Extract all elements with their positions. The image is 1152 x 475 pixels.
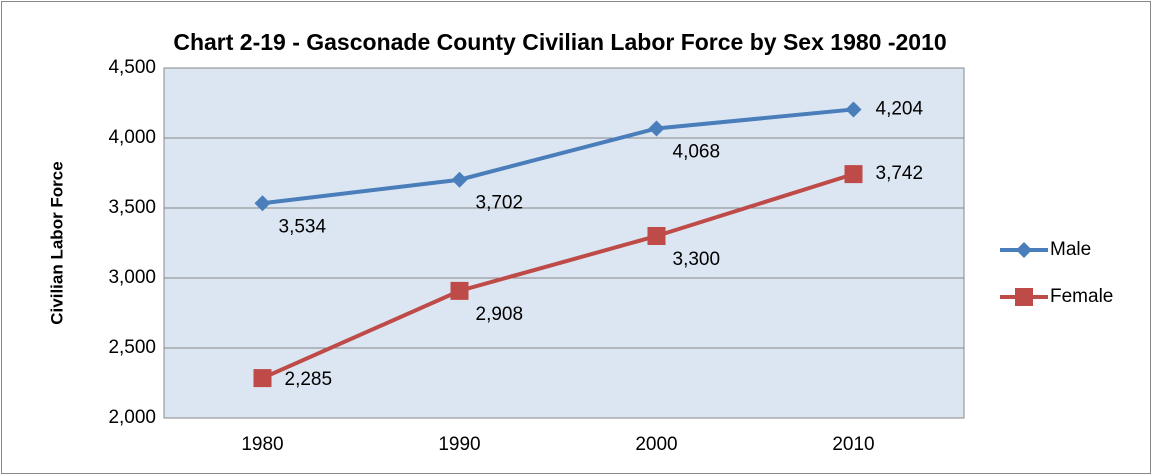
marker — [450, 281, 469, 300]
y-tick-label: 3,000 — [108, 267, 156, 288]
line — [262, 107, 854, 206]
legend-label: Female — [1050, 286, 1113, 307]
marker — [451, 171, 468, 188]
data-label: 3,534 — [279, 216, 327, 237]
y-tick-label: 4,500 — [108, 57, 156, 78]
y-axis-label: Civilian Labor Force — [47, 161, 66, 324]
marker — [845, 101, 862, 118]
data-label: 4,204 — [876, 98, 924, 119]
data-label: 2,908 — [476, 304, 524, 325]
marker — [647, 227, 666, 245]
legend-marker — [1015, 288, 1033, 306]
x-tick-label: 2010 — [832, 434, 874, 455]
plot-area — [163, 67, 965, 419]
line — [261, 172, 855, 380]
y-tick-label: 3,500 — [108, 197, 156, 218]
data-label: 3,702 — [476, 193, 524, 214]
y-tick-label: 4,000 — [108, 127, 156, 148]
legend-label: Male — [1050, 239, 1091, 260]
marker — [254, 195, 271, 212]
data-label: 4,068 — [673, 141, 721, 162]
legend-marker — [1016, 242, 1032, 258]
y-tick-label: 2,000 — [108, 407, 156, 428]
data-label: 2,285 — [285, 369, 333, 390]
data-label: 3,742 — [876, 163, 924, 184]
marker — [648, 120, 665, 137]
y-tick-label: 2,500 — [108, 337, 156, 358]
marker — [253, 369, 272, 388]
x-tick-label: 2000 — [635, 434, 677, 455]
x-tick-label: 1980 — [241, 434, 283, 455]
x-tick-label: 1990 — [438, 434, 480, 455]
chart-title: Chart 2-19 - Gasconade County Civilian L… — [173, 29, 946, 55]
data-label: 3,300 — [673, 249, 721, 270]
marker — [844, 165, 863, 184]
